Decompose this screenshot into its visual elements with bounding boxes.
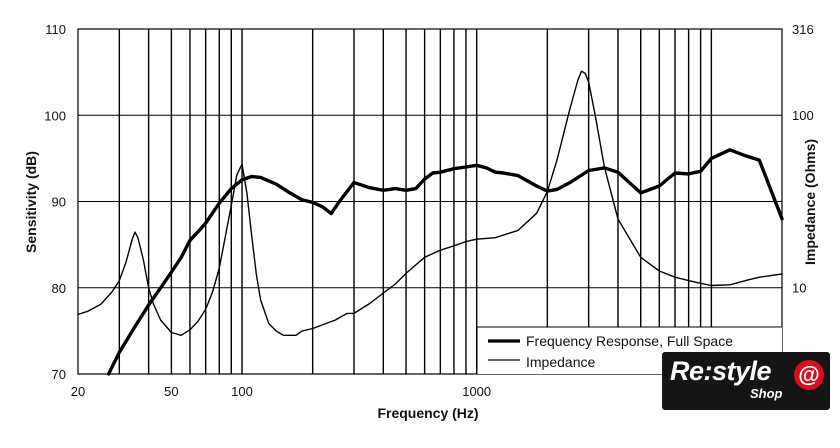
y-right-tick-label: 316	[792, 22, 814, 37]
x-axis-title: Frequency (Hz)	[377, 405, 478, 421]
legend-label-frequency-response: Frequency Response, Full Space	[526, 333, 733, 349]
tick-layer: 20 50 100 1000 70 80 90 100 110 10 100 316	[44, 22, 813, 399]
watermark-at-icon: @	[794, 360, 824, 390]
x-tick-label: 50	[164, 384, 178, 399]
series-impedance	[77, 70, 783, 336]
y-right-tick-label: 100	[792, 108, 814, 123]
x-tick-label: 20	[71, 384, 85, 399]
series-frequency-response	[106, 148, 784, 376]
y-left-tick-label: 80	[52, 281, 66, 296]
series-layer	[77, 70, 784, 376]
y-left-tick-label: 110	[45, 22, 66, 37]
watermark-logo: Re:style Shop @	[662, 352, 830, 410]
grid-layer	[78, 28, 782, 375]
x-tick-label: 100	[231, 384, 253, 399]
y-right-tick-label: 10	[792, 281, 806, 296]
legend-label-impedance: Impedance	[526, 354, 595, 370]
y-axis-title-left: Sensitivity (dB)	[23, 151, 39, 253]
watermark-sub: Shop	[750, 386, 783, 401]
watermark-brand: Re:style	[670, 356, 772, 386]
y-axis-title-right: Impedance (Ohms)	[802, 139, 818, 265]
plot-frame	[77, 28, 783, 375]
y-left-tick-label: 90	[52, 195, 66, 210]
x-tick-label: 1000	[462, 384, 491, 399]
y-left-tick-label: 100	[44, 108, 66, 123]
y-left-tick-label: 70	[52, 367, 66, 382]
